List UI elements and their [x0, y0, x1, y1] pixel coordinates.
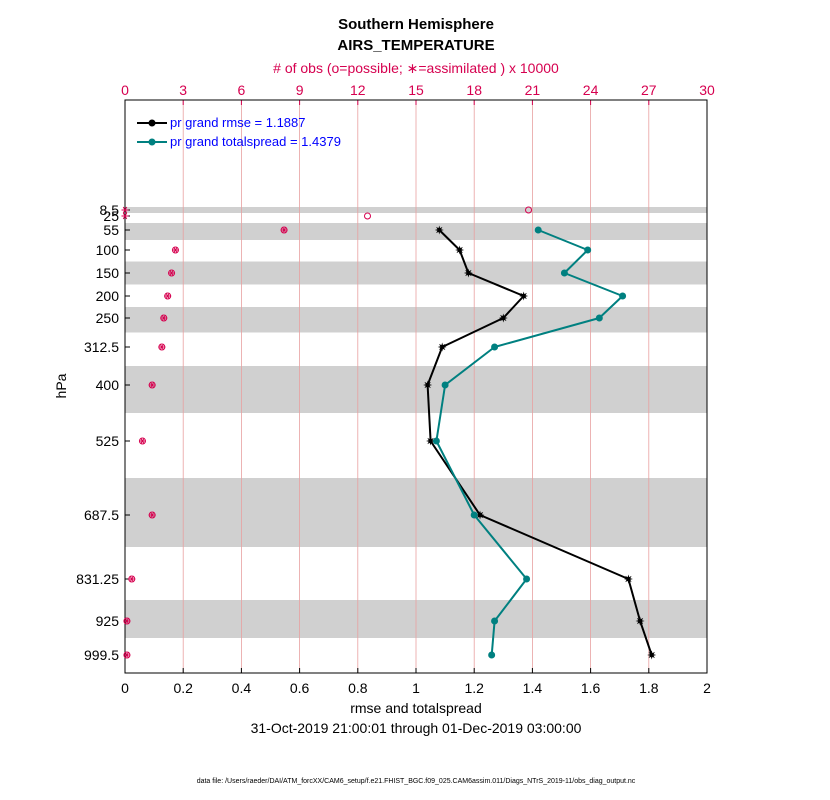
- legend-rmse-label: pr grand rmse = 1.1887: [170, 115, 306, 130]
- obs-assimilated-200: [164, 292, 172, 300]
- x-tick-label: 1: [412, 680, 420, 696]
- x-tick-label: 0.6: [290, 680, 310, 696]
- point-totalspread-999.5: [488, 651, 496, 659]
- top-tick-label: 12: [350, 82, 366, 98]
- point-totalspread-250: [595, 314, 603, 322]
- obs-assimilated-999.5: [123, 651, 131, 659]
- point-rmse-400: [423, 380, 433, 390]
- legend-rmse-marker: [148, 119, 156, 127]
- top-axis-label: # of obs (o=possible; ∗=assimilated ) x …: [273, 60, 559, 76]
- y-tick-label-100: 100: [96, 242, 120, 258]
- y-tick-label-925: 925: [96, 613, 120, 629]
- x-tick-label: 1.4: [523, 680, 543, 696]
- y-tick-label-400: 400: [96, 377, 120, 393]
- obs-assimilated-100: [171, 246, 179, 254]
- top-tick-label: 3: [179, 82, 187, 98]
- obs-assimilated-8.5: [121, 206, 129, 214]
- y-tick-label-8.5: 8.5: [100, 202, 120, 218]
- point-totalspread-687.5: [470, 511, 478, 519]
- y-tick-label-55: 55: [103, 222, 119, 238]
- point-rmse-100: [455, 245, 465, 255]
- legend-spread-label: pr grand totalspread = 1.4379: [170, 134, 341, 149]
- top-tick-label: 27: [641, 82, 657, 98]
- legend-spread-marker: [148, 138, 156, 146]
- x-tick-label: 1.8: [639, 680, 659, 696]
- x-tick-label: 1.6: [581, 680, 601, 696]
- obs-possible-8.5: [525, 206, 533, 214]
- y-axis-label: hPa: [53, 373, 69, 398]
- x-axis-label: rmse and totalspread: [350, 700, 482, 716]
- chart-title: Southern Hemisphere: [338, 16, 494, 33]
- point-totalspread-100: [584, 246, 592, 254]
- top-tick-label: 18: [466, 82, 482, 98]
- point-rmse-925: [635, 616, 645, 626]
- top-tick-label: 21: [525, 82, 541, 98]
- y-tick-label-312.5: 312.5: [84, 339, 119, 355]
- series-line-rmse: [426, 229, 653, 656]
- point-rmse-150: [463, 268, 473, 278]
- obs-assimilated-525: [138, 437, 146, 445]
- point-totalspread-200: [619, 292, 627, 300]
- top-tick-label: 15: [408, 82, 424, 98]
- point-totalspread-55: [534, 226, 542, 234]
- data-file-footer: data file: /Users/raeder/DAI/ATM_forcXX/…: [197, 778, 636, 785]
- y-tick-label-831.25: 831.25: [76, 571, 119, 587]
- obs-assimilated-25: [121, 212, 129, 220]
- x-tick-label: 2: [703, 680, 711, 696]
- x-tick-label: 1.2: [464, 680, 484, 696]
- x-tick-label: 0.8: [348, 680, 368, 696]
- point-totalspread-150: [560, 269, 568, 277]
- chart-subtitle: AIRS_TEMPERATURE: [337, 37, 494, 54]
- point-rmse-999.5: [647, 650, 657, 660]
- obs-assimilated-400: [148, 381, 156, 389]
- date-range: 31-Oct-2019 21:00:01 through 01-Dec-2019…: [251, 720, 582, 736]
- series-line-totalspread: [435, 229, 624, 656]
- y-tick-label-525: 525: [96, 433, 120, 449]
- plot-frame: [124, 99, 708, 674]
- obs-assimilated-925: [123, 617, 131, 625]
- obs-assimilated-831.25: [128, 575, 136, 583]
- point-totalspread-925: [491, 617, 499, 625]
- top-tick-label: 24: [583, 82, 599, 98]
- top-tick-label: 0: [121, 82, 129, 98]
- grid-lines: [182, 100, 650, 673]
- obs-assimilated-150: [168, 269, 176, 277]
- point-rmse-687.5: [475, 510, 485, 520]
- point-totalspread-831.25: [523, 575, 531, 583]
- point-rmse-831.25: [623, 574, 633, 584]
- legend: pr grand rmse = 1.1887 pr grand totalspr…: [137, 115, 341, 149]
- y-tick-label-250: 250: [96, 310, 120, 326]
- obs-assimilated-687.5: [148, 511, 156, 519]
- y-tick-label-200: 200: [96, 288, 120, 304]
- y-tick-label-687.5: 687.5: [84, 507, 119, 523]
- obs-assimilated-312.5: [158, 343, 166, 351]
- obs-possible-25: [364, 212, 371, 220]
- obs-count-markers: [121, 206, 533, 659]
- top-tick-label: 6: [238, 82, 246, 98]
- point-rmse-55: [434, 225, 444, 235]
- point-rmse-200: [519, 291, 529, 301]
- top-tick-label: 30: [699, 82, 715, 98]
- point-rmse-312.5: [437, 342, 447, 352]
- series-layer: [423, 225, 657, 660]
- point-totalspread-312.5: [491, 343, 499, 351]
- y-tick-label-25: 25: [103, 208, 119, 224]
- x-tick-label: 0.2: [173, 680, 193, 696]
- obs-assimilated-250: [160, 314, 168, 322]
- obs-assimilated-55: [280, 226, 288, 234]
- axis-ticks: 0 0.2 0.4 0.6 0.8 1 1.2 1.4 1.6 1.8 2 0 3 6 9 12 15 18 21 2…: [76, 82, 715, 696]
- point-totalspread-400: [441, 381, 449, 389]
- point-rmse-525: [426, 436, 436, 446]
- point-totalspread-525: [432, 437, 440, 445]
- y-tick-label-999.5: 999.5: [84, 647, 119, 663]
- x-tick-label: 0.4: [232, 680, 252, 696]
- y-tick-label-150: 150: [96, 265, 120, 281]
- point-rmse-250: [498, 313, 508, 323]
- x-tick-label: 0: [121, 680, 129, 696]
- top-tick-label: 9: [296, 82, 304, 98]
